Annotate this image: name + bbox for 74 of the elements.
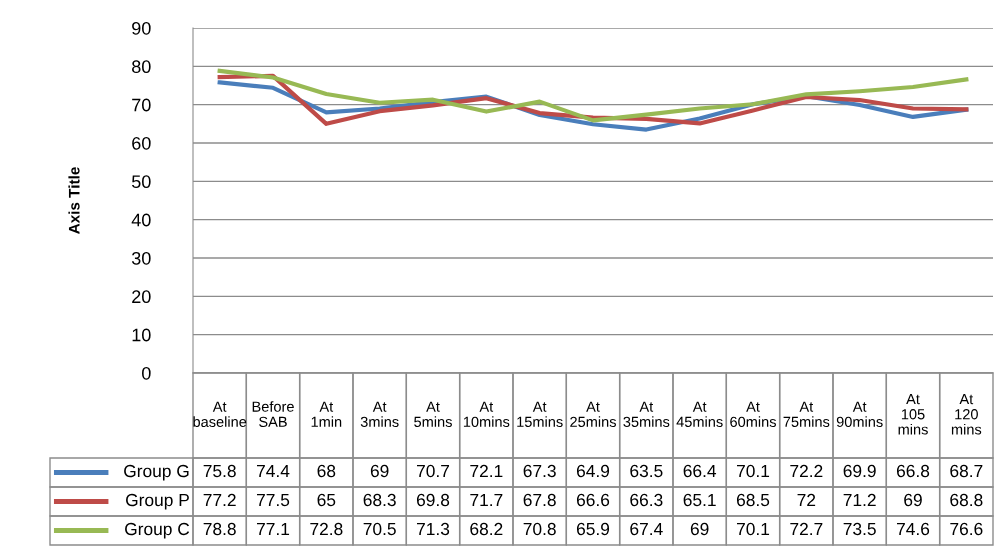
data-label: 70.5: [363, 522, 396, 536]
data-label: 66.8: [896, 464, 930, 478]
x-tick-label: At 60mins: [730, 401, 776, 427]
x-tick-label: Before SAB: [252, 401, 294, 427]
y-tick-label: 0: [142, 366, 151, 380]
data-label: 69.8: [416, 493, 450, 507]
data-label: 69: [690, 522, 709, 536]
data-label: 70.8: [523, 522, 556, 536]
data-label: 66.6: [576, 493, 610, 507]
y-tick-label: 70: [132, 98, 151, 112]
x-tick-label: At 10mins: [463, 401, 510, 427]
data-label: 68.7: [950, 464, 983, 478]
x-tick-label: At 5mins: [414, 401, 452, 427]
data-label: 67.8: [523, 493, 556, 507]
data-label: 70.7: [417, 464, 450, 478]
x-tick-label: At baseline: [193, 401, 247, 427]
data-label: 68.3: [363, 493, 396, 507]
data-label: 68.8: [950, 493, 983, 507]
data-label: 77.5: [257, 494, 290, 507]
y-tick-label: 50: [131, 175, 151, 189]
data-label: 65.9: [576, 522, 610, 536]
data-label: 76.6: [950, 522, 983, 536]
y-axis-title: Axis Title: [68, 167, 80, 234]
y-tick-label: 60: [132, 136, 151, 150]
x-tick-label: At 75mins: [783, 401, 830, 427]
y-tick-label: 30: [131, 251, 151, 265]
data-label: 65.1: [683, 493, 716, 507]
y-tick-label: 40: [131, 213, 151, 227]
data-label: 68.2: [470, 522, 503, 536]
data-label: 65: [317, 493, 336, 507]
data-label: 63.5: [630, 464, 663, 478]
data-label: 69: [370, 464, 389, 478]
data-label: 73.5: [843, 522, 876, 536]
data-label: 72.8: [310, 522, 343, 536]
y-tick-label: 10: [132, 328, 151, 342]
x-tick-label: At 1min: [311, 401, 342, 427]
data-label: 72.1: [470, 464, 503, 477]
data-label: 68: [317, 464, 336, 478]
data-label: 72: [797, 493, 816, 506]
data-label: 72.7: [790, 522, 823, 535]
data-label: 75.8: [203, 464, 236, 478]
legend-label: Group G: [124, 464, 189, 481]
data-label: 78.8: [203, 522, 236, 536]
x-tick-label: At 35mins: [623, 401, 670, 427]
data-label: 67.4: [630, 522, 663, 536]
data-label: 77.2: [203, 493, 236, 506]
data-label: 71.3: [417, 522, 450, 536]
data-label: 69.9: [843, 464, 876, 478]
x-tick-label: At 105 mins: [898, 394, 928, 435]
legend-label: Group C: [125, 522, 190, 539]
legend-label: Group P: [126, 493, 189, 510]
data-label: 71.2: [843, 493, 876, 506]
y-tick-label: 90: [132, 21, 151, 35]
data-label: 70.1: [737, 464, 770, 478]
data-label: 70.1: [737, 522, 770, 536]
y-tick-label: 20: [132, 290, 151, 304]
x-tick-label: At 120 mins: [951, 394, 982, 435]
data-label: 77.1: [257, 523, 290, 535]
data-label: 67.3: [523, 464, 556, 478]
data-label: 72.2: [790, 464, 823, 477]
data-label: 66.3: [630, 493, 663, 507]
x-tick-label: At 25mins: [570, 401, 616, 427]
data-label: 74.4: [257, 465, 290, 477]
x-tick-label: At 45mins: [676, 401, 723, 427]
data-label: 64.9: [576, 464, 610, 478]
x-tick-label: At 90mins: [836, 401, 883, 427]
y-tick-label: 80: [132, 60, 151, 74]
data-label: 68.5: [736, 493, 770, 507]
x-tick-label: At 15mins: [517, 401, 563, 427]
data-label: 74.6: [897, 522, 930, 536]
data-label: 71.7: [470, 494, 503, 506]
x-tick-label: At 3mins: [360, 401, 399, 427]
data-label: 69: [904, 493, 922, 507]
data-label: 66.4: [683, 464, 717, 478]
